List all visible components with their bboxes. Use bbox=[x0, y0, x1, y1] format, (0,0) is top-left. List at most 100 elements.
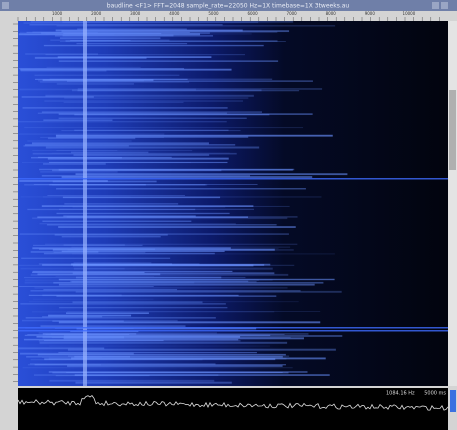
streak bbox=[56, 188, 306, 189]
ruler-label: 9000 bbox=[365, 11, 376, 16]
streak bbox=[59, 60, 278, 61]
streak bbox=[49, 162, 227, 163]
streak bbox=[75, 374, 330, 376]
streak bbox=[25, 54, 98, 55]
streak bbox=[63, 206, 290, 207]
streak bbox=[55, 234, 168, 236]
streak bbox=[47, 224, 277, 225]
streak bbox=[37, 273, 160, 275]
streak bbox=[49, 380, 214, 382]
scrollbar-thumb[interactable] bbox=[449, 90, 456, 170]
band bbox=[18, 330, 448, 332]
streak bbox=[60, 37, 160, 39]
streak bbox=[18, 134, 164, 135]
streak bbox=[57, 25, 336, 26]
streak bbox=[21, 258, 170, 259]
streak bbox=[39, 248, 155, 249]
streak bbox=[39, 264, 200, 265]
streak bbox=[58, 352, 257, 353]
streak bbox=[58, 226, 296, 228]
streak bbox=[40, 171, 117, 172]
streak bbox=[40, 223, 236, 224]
scrollbar[interactable] bbox=[448, 21, 457, 386]
streak bbox=[28, 364, 101, 365]
streak bbox=[23, 367, 293, 368]
streak bbox=[77, 28, 187, 29]
streak bbox=[76, 277, 221, 279]
color-scale bbox=[450, 390, 456, 412]
streak bbox=[72, 281, 257, 282]
streak bbox=[74, 114, 269, 115]
streak bbox=[50, 79, 273, 80]
streak bbox=[71, 247, 290, 248]
streak bbox=[33, 271, 233, 272]
streak bbox=[56, 213, 229, 214]
streak bbox=[19, 265, 295, 266]
streak bbox=[32, 311, 274, 312]
band bbox=[18, 178, 448, 180]
streak bbox=[30, 24, 223, 25]
ruler-label: 4000 bbox=[169, 11, 180, 16]
streak bbox=[68, 349, 336, 351]
maximize-button[interactable] bbox=[441, 2, 448, 9]
ruler-label: 7000 bbox=[287, 11, 298, 16]
streak bbox=[47, 67, 141, 68]
streak bbox=[26, 317, 216, 318]
frequency-readout: 1084.16 Hz bbox=[386, 391, 415, 397]
minimize-button[interactable] bbox=[432, 2, 439, 9]
streak bbox=[27, 209, 195, 210]
window-menu[interactable] bbox=[2, 2, 9, 9]
streak bbox=[32, 272, 144, 273]
streak bbox=[75, 382, 231, 384]
streak bbox=[76, 291, 342, 293]
streak bbox=[41, 32, 210, 34]
streak bbox=[39, 340, 241, 341]
streak bbox=[38, 354, 286, 356]
streak bbox=[20, 304, 226, 305]
streak bbox=[32, 142, 209, 144]
ruler-label: 3000 bbox=[130, 11, 141, 16]
streak bbox=[25, 144, 235, 145]
streak bbox=[45, 54, 245, 55]
streak bbox=[57, 83, 134, 84]
window-title: baudline <F1> FFT=2048 sample_rate=22050… bbox=[107, 3, 350, 10]
top-ruler bbox=[0, 11, 457, 21]
streak bbox=[60, 41, 286, 42]
streak bbox=[23, 23, 84, 24]
streak bbox=[24, 339, 238, 341]
ruler-label: 8000 bbox=[326, 11, 337, 16]
left-ruler bbox=[0, 21, 18, 386]
band bbox=[18, 327, 448, 329]
streak bbox=[20, 268, 124, 270]
streak bbox=[44, 45, 264, 46]
ruler-label: 5000 bbox=[208, 11, 219, 16]
streak bbox=[21, 70, 107, 71]
streak bbox=[62, 22, 258, 23]
streak bbox=[59, 284, 315, 286]
streak bbox=[44, 101, 243, 102]
streak bbox=[23, 107, 228, 109]
streak bbox=[64, 102, 184, 103]
streak bbox=[44, 358, 275, 360]
streak bbox=[68, 356, 289, 357]
streak bbox=[46, 147, 259, 149]
streak bbox=[18, 121, 227, 122]
ruler-label: 10000 bbox=[403, 11, 416, 16]
ruler-label: 2000 bbox=[91, 11, 102, 16]
streak bbox=[63, 35, 174, 37]
streak bbox=[49, 371, 308, 372]
streak bbox=[25, 279, 259, 280]
streak bbox=[45, 244, 297, 245]
streak bbox=[61, 130, 240, 131]
streak bbox=[29, 301, 299, 302]
streak bbox=[42, 316, 102, 317]
streak bbox=[19, 180, 108, 182]
streak bbox=[34, 184, 258, 185]
streak bbox=[40, 342, 288, 344]
streak bbox=[62, 176, 313, 178]
streak bbox=[32, 150, 117, 151]
streak bbox=[48, 158, 229, 160]
streak bbox=[43, 120, 112, 121]
streak bbox=[43, 289, 177, 290]
spectrum-panel bbox=[18, 388, 448, 430]
